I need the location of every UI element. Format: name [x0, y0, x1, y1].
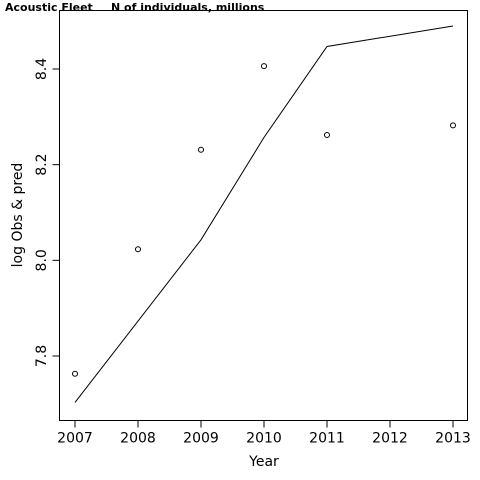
- x-axis: 2007 2008 2009 2010 2011 2012 2013: [57, 420, 471, 447]
- y-axis-label: log Obs & pred: [10, 163, 26, 268]
- observed-point: [198, 146, 204, 153]
- y-tick-label: 7.8: [34, 345, 50, 367]
- observed-point: [450, 122, 456, 129]
- observed-point: [72, 370, 78, 377]
- plot-frame: [59, 10, 468, 421]
- x-tick-label: 2013: [435, 431, 471, 447]
- x-tick-label: 2007: [57, 431, 93, 447]
- predicted-line: [74, 25, 454, 403]
- chart-subtitle: N of individuals, millions: [111, 1, 265, 14]
- observed-point: [261, 63, 267, 70]
- y-tick-label: 8.2: [34, 154, 50, 176]
- chart-title: Acoustic Fleet: [5, 1, 93, 14]
- x-tick-label: 2012: [372, 431, 408, 447]
- predicted-series: [74, 25, 454, 403]
- observed-point: [324, 132, 330, 138]
- y-tick-label: 8.0: [34, 249, 50, 271]
- x-tick-label: 2010: [246, 431, 282, 447]
- y-tick-label: 8.4: [34, 58, 50, 80]
- x-tick-label: 2009: [183, 431, 219, 447]
- y-axis: 7.8 8.0 8.2 8.4: [34, 58, 60, 367]
- x-axis-label: Year: [248, 454, 279, 470]
- x-tick-label: 2008: [120, 431, 156, 447]
- observed-point: [135, 246, 141, 253]
- observed-series: [72, 63, 456, 377]
- x-tick-label: 2011: [309, 431, 345, 447]
